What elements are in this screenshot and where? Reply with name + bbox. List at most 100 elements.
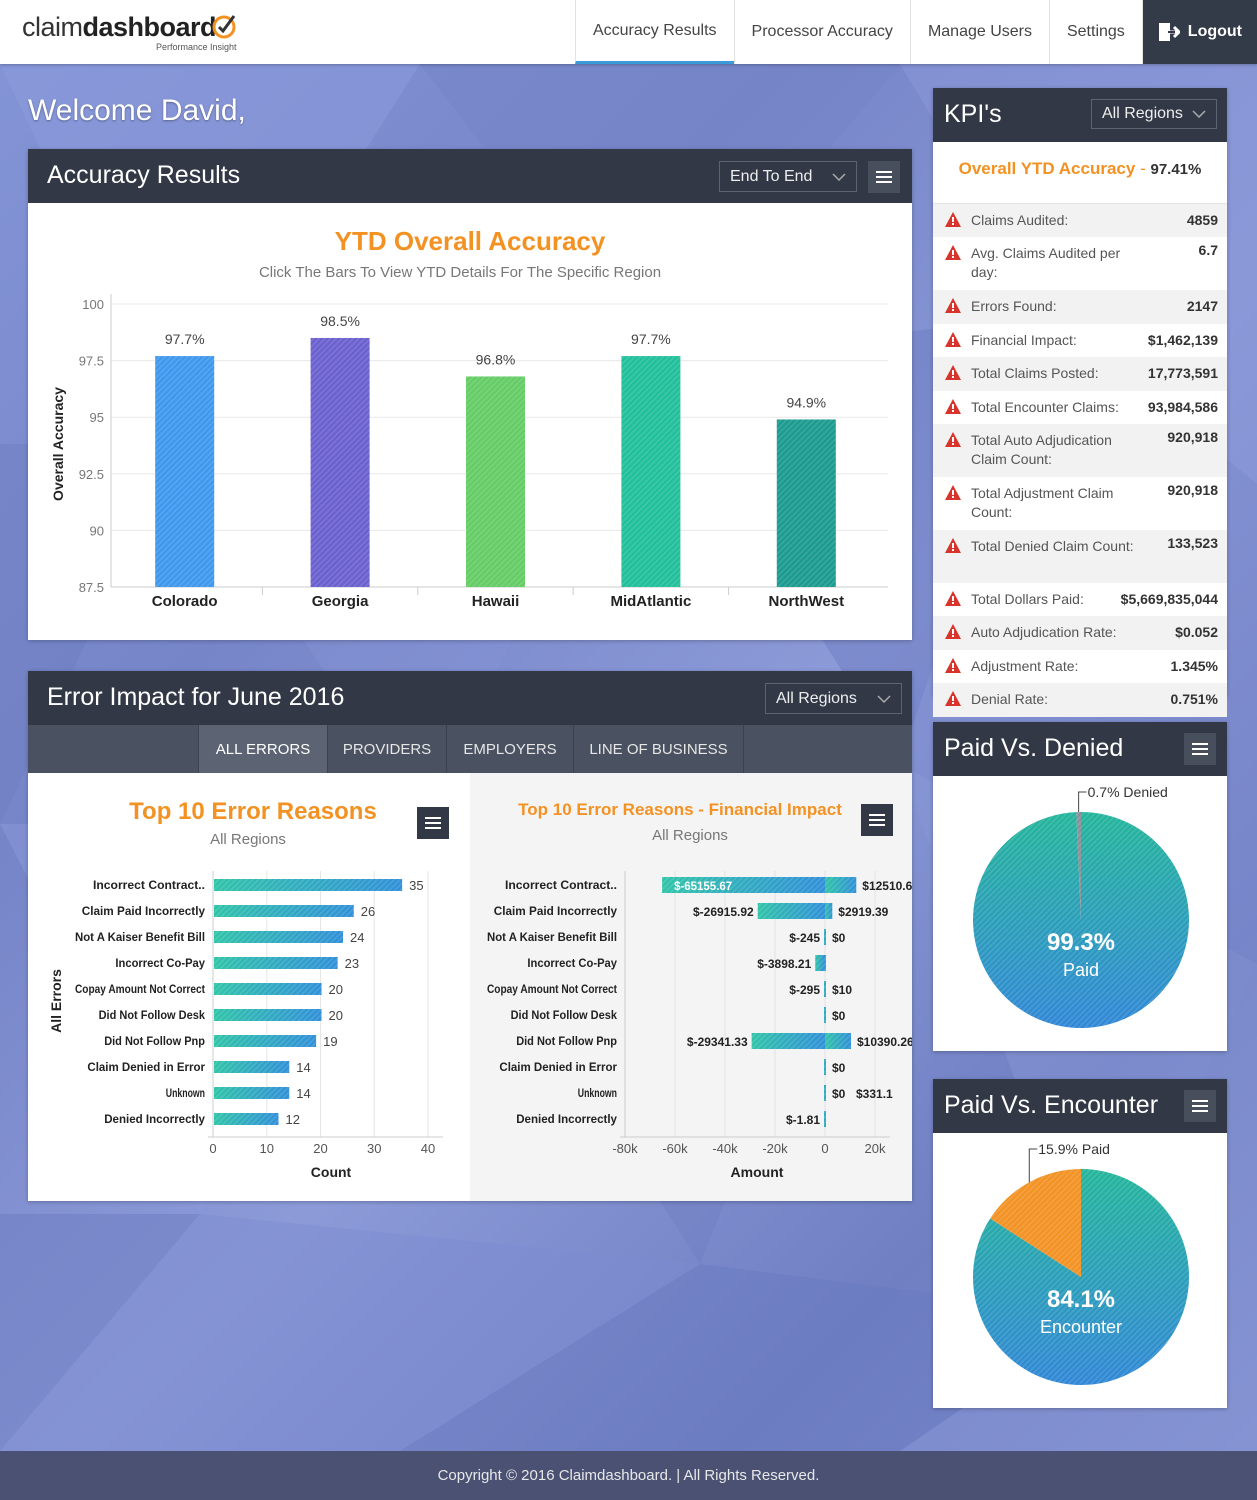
overall-value: 97.41% bbox=[1150, 161, 1202, 178]
positive-value-label: $331.1 bbox=[856, 1087, 893, 1101]
kpi-row: Adjustment Rate: 1.345% bbox=[933, 649, 1227, 684]
bar-texture bbox=[824, 1007, 826, 1023]
category-label: Denied Incorrectly bbox=[104, 1112, 205, 1126]
kpi-region-dropdown[interactable]: All Regions bbox=[1091, 99, 1217, 129]
nav-label: Manage Users bbox=[927, 23, 1032, 40]
tab-label: EMPLOYERS bbox=[463, 740, 557, 758]
x-tick-label: Colorado bbox=[152, 593, 218, 610]
main-nav: Accuracy Results Processor Accuracy Mana… bbox=[574, 0, 1257, 64]
paid-denied-menu-button[interactable] bbox=[1184, 733, 1216, 765]
y-tick-label: 92.5 bbox=[79, 467, 104, 482]
kpi-value: 1.345% bbox=[1170, 657, 1218, 674]
kpi-value: 4859 bbox=[1186, 212, 1218, 228]
category-label: Claim Denied in Error bbox=[499, 1060, 617, 1074]
kpi-row: Financial Impact: $1,462,139 bbox=[933, 323, 1227, 358]
x-tick-label: 20 bbox=[313, 1141, 327, 1156]
paid-encounter-menu-button[interactable] bbox=[1184, 1090, 1216, 1122]
category-label: Incorrect Co-Pay bbox=[115, 956, 205, 970]
warning-icon bbox=[944, 244, 962, 264]
leader-line bbox=[1078, 791, 1087, 813]
logout-icon bbox=[1158, 23, 1180, 41]
accuracy-menu-button[interactable] bbox=[868, 161, 900, 193]
kpi-value: 133,523 bbox=[1167, 535, 1218, 551]
financial-menu-button[interactable] bbox=[861, 804, 893, 836]
panel-header: KPI's All Regions bbox=[933, 88, 1227, 142]
top10-menu-button[interactable] bbox=[417, 807, 449, 839]
accuracy-results-panel: Accuracy Results End To End YTD Overall … bbox=[28, 149, 912, 640]
tab-label: ALL ERRORS bbox=[215, 740, 311, 758]
app-logo[interactable]: claimdashboard Performance Insight bbox=[22, 12, 237, 54]
bar-value-label: 14 bbox=[296, 1060, 310, 1075]
tab-all-errors[interactable]: ALL ERRORS bbox=[198, 725, 327, 773]
panel-title: KPI's bbox=[944, 100, 1002, 128]
positive-value-label: $12510.63 bbox=[862, 879, 912, 893]
error-region-dropdown[interactable]: All Regions bbox=[765, 683, 902, 714]
warning-icon bbox=[944, 623, 962, 643]
leader-line bbox=[1028, 1148, 1038, 1183]
nav-accuracy-results[interactable]: Accuracy Results bbox=[574, 0, 734, 64]
bar-texture bbox=[214, 1087, 290, 1099]
tab-employers[interactable]: EMPLOYERS bbox=[446, 725, 573, 773]
category-label: Not A Kaiser Benefit Bill bbox=[75, 930, 205, 944]
kpi-label: Total Denied Claim Count: bbox=[971, 538, 1134, 554]
paid-vs-encounter-pie: 15.9% Paid 84.1% Encounter bbox=[973, 1141, 1189, 1385]
panel-header: Paid Vs. Denied bbox=[933, 722, 1227, 776]
bar-texture bbox=[757, 903, 833, 919]
tab-line-of-business[interactable]: LINE OF BUSINESS bbox=[573, 725, 744, 773]
category-label: Not A Kaiser Benefit Bill bbox=[487, 930, 617, 944]
category-label: Did Not Follow Pnp bbox=[104, 1034, 205, 1048]
bar-texture bbox=[751, 1033, 851, 1049]
panel-title: Paid Vs. Denied bbox=[944, 734, 1124, 762]
tab-providers[interactable]: PROVIDERS bbox=[327, 725, 446, 773]
kpi-label: Total Adjustment Claim Count: bbox=[971, 485, 1114, 520]
nav-manage-users[interactable]: Manage Users bbox=[909, 0, 1049, 64]
x-tick-label: -20k bbox=[762, 1141, 788, 1156]
kpi-label: Errors Found: bbox=[971, 298, 1057, 315]
kpi-value: 2147 bbox=[1186, 298, 1218, 315]
negative-value-label: $-245 bbox=[789, 931, 820, 945]
bar-value-label: 23 bbox=[345, 956, 359, 971]
bar-texture bbox=[621, 356, 681, 587]
positive-value-label: $2919.39 bbox=[838, 905, 888, 919]
top10-error-chart: 0 10 20 30 40 Incorrect Contract.. 35 Claim Pa… bbox=[48, 871, 443, 1180]
slice-value-encounter: 84.1% bbox=[1047, 1286, 1115, 1313]
y-tick-label: 95 bbox=[90, 410, 104, 425]
logout-button[interactable]: Logout bbox=[1141, 0, 1257, 64]
bar-texture bbox=[214, 879, 403, 891]
x-tick-label: -40k bbox=[712, 1141, 738, 1156]
overall-label: Overall YTD Accuracy bbox=[958, 159, 1136, 178]
negative-value-label: $-295 bbox=[789, 983, 820, 997]
kpi-value: 920,918 bbox=[1167, 429, 1218, 445]
slice-label-denied: 0.7% Denied bbox=[1088, 784, 1168, 800]
bar-texture bbox=[824, 981, 826, 997]
negative-value-label: $-65155.67 bbox=[674, 879, 732, 893]
ytd-accuracy-chart: 87.5 90 92.5 95 97.5 100 97.7% Colorado 98.5% Ge… bbox=[50, 294, 888, 610]
nav-processor-accuracy[interactable]: Processor Accuracy bbox=[733, 0, 910, 64]
nav-settings[interactable]: Settings bbox=[1048, 0, 1142, 64]
x-tick-label: Georgia bbox=[312, 593, 369, 610]
category-label: Claim Paid Incorrectly bbox=[494, 904, 618, 918]
paid-vs-denied-pie: 0.7% Denied 99.3% Paid bbox=[972, 784, 1189, 1028]
bar-texture bbox=[310, 337, 370, 587]
positive-value-label: $10390.26 bbox=[857, 1035, 912, 1049]
chart-subtitle: Click The Bars To View YTD Details For T… bbox=[258, 264, 662, 281]
slice-value-paid: 99.3% bbox=[1047, 929, 1115, 956]
dropdown-value: All Regions bbox=[776, 689, 857, 707]
x-tick-label: -60k bbox=[662, 1141, 688, 1156]
bar-texture bbox=[466, 376, 525, 587]
bar-value-label: 20 bbox=[329, 1008, 343, 1023]
error-tabs: ALL ERRORS PROVIDERS EMPLOYERS LINE OF B… bbox=[28, 725, 912, 773]
x-tick-label: 0 bbox=[821, 1141, 828, 1156]
top-header: claimdashboard Performance Insight Accur… bbox=[0, 0, 1257, 64]
x-tick-label: 30 bbox=[367, 1141, 381, 1156]
bar-texture bbox=[214, 1061, 290, 1073]
accuracy-type-dropdown[interactable]: End To End bbox=[719, 161, 857, 192]
chevron-down-icon bbox=[877, 694, 891, 703]
paid-vs-encounter-panel: Paid Vs. Encounter 15.9% Paid 84.1% Encoun… bbox=[933, 1079, 1227, 1408]
paid-vs-denied-panel: Paid Vs. Denied 0.7% Denied 99.3% Paid bbox=[933, 722, 1227, 1051]
warning-icon bbox=[944, 331, 962, 351]
kpi-value: 0.751% bbox=[1170, 691, 1218, 708]
bar-value-label: 26 bbox=[361, 904, 375, 919]
positive-value-label: $10 bbox=[832, 983, 852, 997]
kpi-panel: KPI's All Regions Overall YTD Accuracy -… bbox=[933, 88, 1227, 717]
